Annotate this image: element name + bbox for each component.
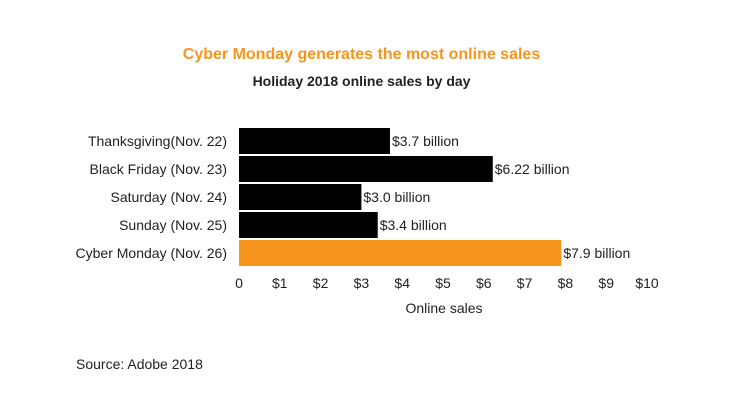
data-label: $7.9 billion (563, 245, 630, 261)
bar (239, 240, 562, 266)
data-label: $3.0 billion (363, 189, 430, 205)
x-axis-label: Online sales (405, 300, 482, 316)
x-tick-label: 0 (235, 275, 243, 291)
x-tick-label: $1 (272, 275, 288, 291)
bar (239, 184, 362, 210)
bars (239, 128, 562, 266)
data-labels: $3.7 billion $6.22 billion $3.0 billion $3.… (363, 133, 630, 261)
x-tick-label: $9 (598, 275, 614, 291)
chart-subtitle: Holiday 2018 online sales by day (252, 73, 471, 89)
bar (239, 128, 390, 154)
category-label: Black Friday (Nov. 23) (90, 161, 227, 177)
x-tick-label: $8 (558, 275, 574, 291)
data-label: $3.7 billion (392, 133, 459, 149)
data-label: $3.4 billion (380, 217, 447, 233)
x-tick-label: $7 (517, 275, 533, 291)
category-label: Cyber Monday (Nov. 26) (76, 245, 227, 261)
source-note: Source: Adobe 2018 (76, 356, 203, 372)
x-tick-label: $6 (476, 275, 492, 291)
x-tick-label: $3 (354, 275, 370, 291)
category-label: Sunday (Nov. 25) (119, 217, 227, 233)
x-tick-label: $4 (394, 275, 410, 291)
x-axis-ticks: 0 $1 $2 $3 $4 $5 $6 $7 $8 $9 $10 (235, 275, 659, 291)
category-label: Thanksgiving(Nov. 22) (88, 133, 227, 149)
data-label: $6.22 billion (495, 161, 570, 177)
x-tick-label: $5 (435, 275, 451, 291)
category-label: Saturday (Nov. 24) (111, 189, 227, 205)
chart-title: Cyber Monday generates the most online s… (182, 46, 541, 63)
bar (239, 156, 493, 182)
bar-chart: Thanksgiving(Nov. 22) Black Friday (Nov. … (76, 128, 659, 316)
x-tick-label: $2 (313, 275, 329, 291)
x-tick-label: $10 (635, 275, 659, 291)
category-labels: Thanksgiving(Nov. 22) Black Friday (Nov. … (76, 133, 227, 261)
bar (239, 212, 378, 238)
